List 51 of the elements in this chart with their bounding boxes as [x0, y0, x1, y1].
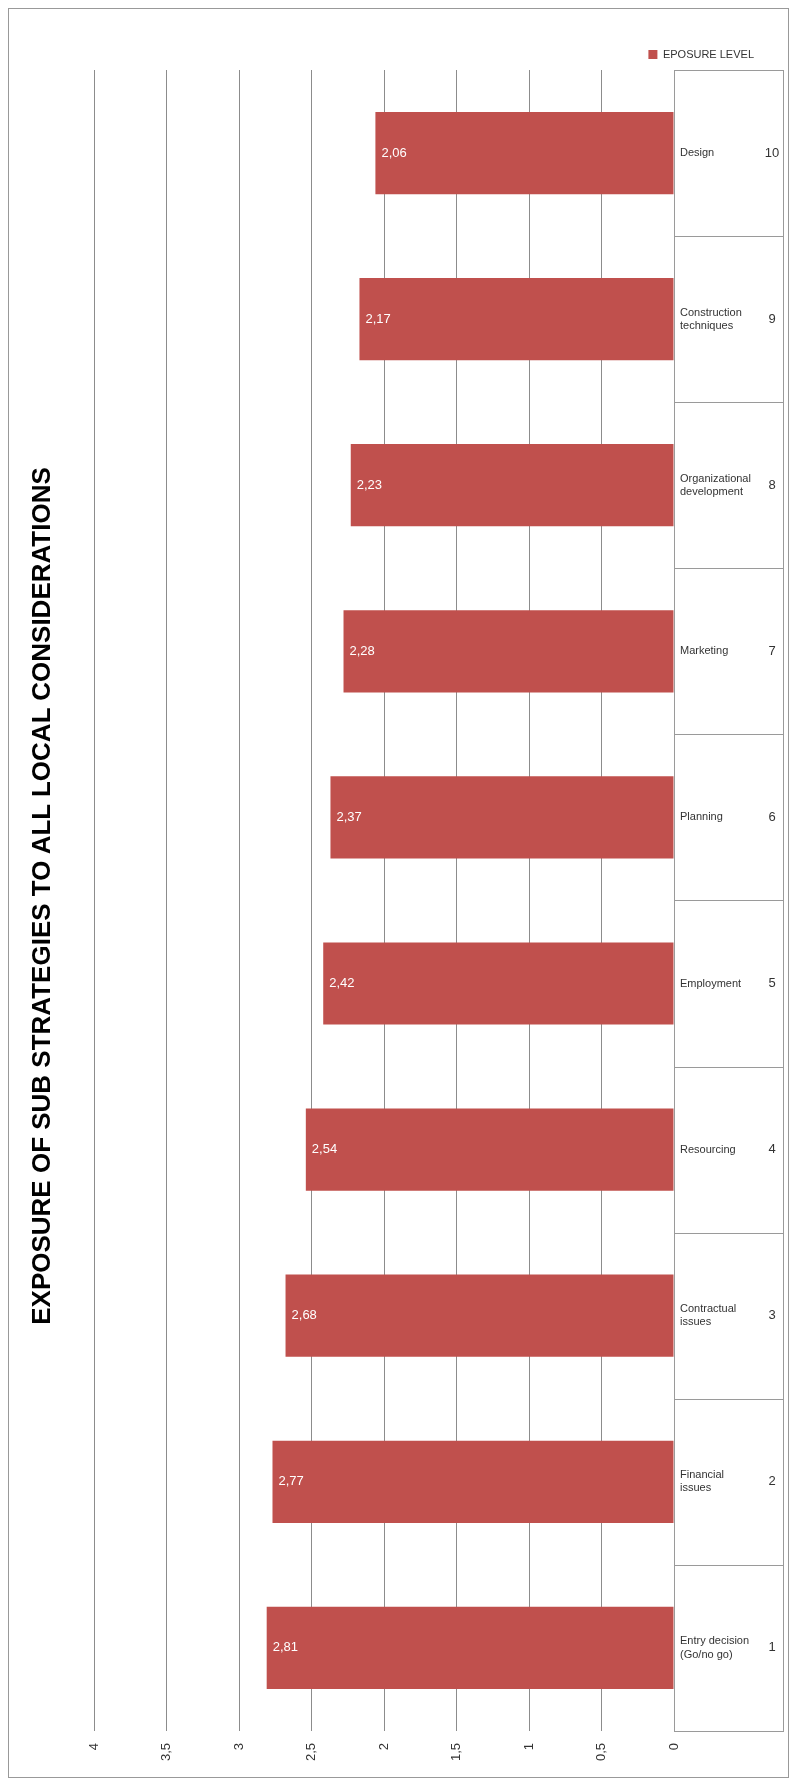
y-tick-label: Construction techniques	[680, 305, 742, 331]
text: 4	[768, 1141, 776, 1157]
y-tick-label: Contractual issues	[680, 1302, 737, 1328]
x-tick-label: 2	[375, 1742, 391, 1751]
y-tick-label: Design	[680, 146, 715, 159]
y-tick-label: Resourcing	[680, 1142, 736, 1155]
text: 3	[768, 1307, 776, 1323]
text: 9	[768, 310, 776, 326]
data-label: 2,54	[311, 1141, 338, 1157]
data-label: 2,77	[278, 1473, 304, 1489]
bar	[359, 278, 674, 361]
x-tick-label: 2,5	[303, 1742, 319, 1762]
text: 6	[768, 809, 776, 824]
bar	[305, 1108, 674, 1191]
bar	[375, 111, 674, 195]
data-label: 2,17	[365, 310, 391, 326]
data-label: 2,23	[356, 476, 383, 492]
data-label: 2,42	[329, 975, 355, 991]
bar	[323, 942, 674, 1025]
text: 5	[768, 975, 776, 991]
data-label: 2,28	[349, 642, 375, 658]
data-label: 2,68	[291, 1307, 317, 1323]
bar	[350, 444, 674, 527]
x-tick-label: 3	[230, 1742, 246, 1751]
data-label: 2,37	[336, 809, 362, 824]
y-tick-label: Entry decision (Go/no go)	[680, 1634, 750, 1660]
bar	[272, 1440, 674, 1523]
x-tick-label: 4	[85, 1742, 101, 1751]
text: 2	[768, 1473, 776, 1489]
y-tick-label: Marketing	[680, 644, 729, 657]
data-label: 2,81	[272, 1639, 298, 1655]
y-tick-label: Employment	[680, 976, 742, 989]
x-tick-label: 0	[665, 1742, 681, 1751]
x-tick-label: 1,5	[448, 1742, 464, 1762]
bar	[266, 1606, 674, 1689]
text: 7	[768, 642, 776, 658]
data-label: 2,06	[381, 144, 407, 160]
legend-label: EPOSURE LEVEL	[662, 47, 754, 60]
y-tick-label: Organizational development	[680, 471, 751, 497]
x-tick-label: 0,5	[593, 1742, 609, 1762]
x-tick-label: 1	[520, 1742, 536, 1751]
text: 10	[764, 144, 780, 160]
bar	[285, 1274, 674, 1357]
bar	[343, 610, 674, 693]
y-tick-label: Planning	[680, 810, 723, 823]
text: 8	[768, 476, 776, 492]
bar	[330, 776, 674, 859]
y-tick-label: Financial issues	[680, 1468, 725, 1494]
x-tick-label: 3,5	[158, 1742, 174, 1762]
text: EXPOSURE OF SUB STRATEGIES TO ALL LOCAL CONSIDERATIONS	[25, 467, 56, 1325]
text: 1	[768, 1639, 776, 1655]
